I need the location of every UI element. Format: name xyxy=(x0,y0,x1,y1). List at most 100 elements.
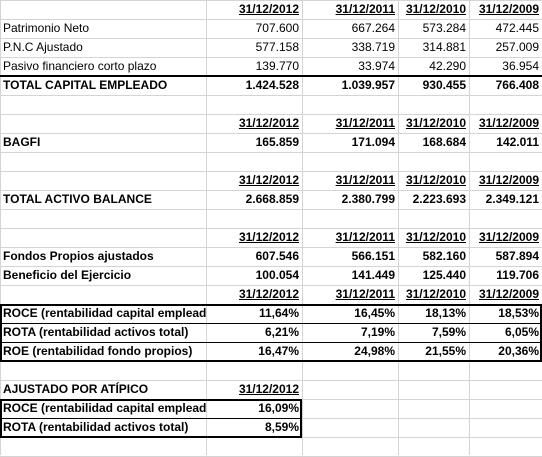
grid-row-line xyxy=(0,19,542,20)
row-value[interactable]: 171.094 xyxy=(351,135,395,149)
column-header-year[interactable]: 31/12/2009 xyxy=(478,116,539,130)
row-value[interactable]: 2.380.799 xyxy=(341,192,395,206)
row-value[interactable]: 667.264 xyxy=(351,21,395,35)
row-value[interactable]: 607.546 xyxy=(255,249,299,263)
column-header-year[interactable]: 31/12/2012 xyxy=(238,173,299,187)
grid-row-line xyxy=(0,209,542,210)
row-label[interactable]: Pasivo financiero corto plazo xyxy=(3,59,157,73)
column-header-year[interactable]: 31/12/2009 xyxy=(478,287,539,301)
row-value[interactable]: 18,13% xyxy=(425,306,466,320)
row-label[interactable]: TOTAL CAPITAL EMPLEADO xyxy=(3,78,168,92)
row-value[interactable]: 8,59% xyxy=(264,420,299,434)
row-value[interactable]: 165.859 xyxy=(255,135,299,149)
row-value[interactable]: 33.974 xyxy=(358,59,395,73)
column-header-year[interactable]: 31/12/2010 xyxy=(405,2,466,16)
column-header-year[interactable]: 31/12/2009 xyxy=(478,173,539,187)
grid-row-line xyxy=(0,266,542,267)
row-value[interactable]: 100.054 xyxy=(255,268,299,282)
row-label[interactable]: ROTA (rentabilidad activos total) xyxy=(3,325,189,339)
row-value[interactable]: 1.039.957 xyxy=(341,78,395,92)
row-value[interactable]: 7,59% xyxy=(431,325,466,339)
row-value[interactable]: 18,53% xyxy=(498,306,539,320)
row-value[interactable]: 587.894 xyxy=(495,249,539,263)
row-label[interactable]: ROCE (rentabilidad capital empleado) xyxy=(3,401,206,415)
row-value[interactable]: 930.455 xyxy=(422,78,466,92)
row-label[interactable]: ROCE (rentabilidad capital empleado) xyxy=(3,306,206,320)
row-value[interactable]: 2.223.693 xyxy=(412,192,466,206)
row-label[interactable]: Beneficio del Ejercicio xyxy=(3,268,132,282)
row-value[interactable]: 16,45% xyxy=(354,306,395,320)
border-line xyxy=(0,418,302,419)
grid-row-line xyxy=(0,114,542,115)
column-header-year[interactable]: 31/12/2010 xyxy=(405,173,466,187)
grid-row-line xyxy=(0,57,542,58)
row-value[interactable]: 1.424.528 xyxy=(245,78,299,92)
grid-row-line xyxy=(0,247,542,248)
row-value[interactable]: 11,64% xyxy=(258,306,299,320)
column-header-year[interactable]: 31/12/2012 xyxy=(238,287,299,301)
row-value[interactable]: 16,09% xyxy=(258,401,299,415)
row-value[interactable]: 766.408 xyxy=(495,78,539,92)
row-label[interactable]: Fondos Propios ajustados xyxy=(3,249,154,263)
row-value[interactable]: 257.009 xyxy=(495,40,539,54)
row-value[interactable]: 338.719 xyxy=(351,40,395,54)
grid-row-line xyxy=(0,380,542,381)
column-header-year[interactable]: 31/12/2012 xyxy=(238,230,299,244)
column-header-year[interactable]: 31/12/2011 xyxy=(335,287,395,301)
row-value[interactable]: 6,21% xyxy=(264,325,299,339)
grid-row-line xyxy=(0,133,542,134)
grid-column-line xyxy=(0,0,1,455)
column-header-year[interactable]: 31/12/2011 xyxy=(335,2,395,16)
column-header-year[interactable]: 31/12/2012 xyxy=(238,382,299,396)
column-header-year[interactable]: 31/12/2011 xyxy=(335,230,395,244)
column-header-year[interactable]: 31/12/2010 xyxy=(405,116,466,130)
column-header-year[interactable]: 31/12/2011 xyxy=(335,116,395,130)
row-value[interactable]: 142.011 xyxy=(496,135,539,149)
column-header-year[interactable]: 31/12/2010 xyxy=(405,230,466,244)
grid-column-line xyxy=(206,0,207,455)
row-value[interactable]: 573.284 xyxy=(422,21,466,35)
row-value[interactable]: 21,55% xyxy=(425,344,466,358)
row-value[interactable]: 566.151 xyxy=(351,249,395,263)
row-value[interactable]: 7,19% xyxy=(360,325,395,339)
row-value[interactable]: 139.770 xyxy=(255,59,299,73)
row-value[interactable]: 141.449 xyxy=(351,268,395,282)
row-value[interactable]: 6,05% xyxy=(504,325,539,339)
row-value[interactable]: 577.158 xyxy=(255,40,299,54)
grid-column-line xyxy=(302,0,303,455)
column-header-year[interactable]: 31/12/2010 xyxy=(405,287,466,301)
column-header-year[interactable]: 31/12/2012 xyxy=(238,2,299,16)
column-header-year[interactable]: 31/12/2011 xyxy=(335,173,395,187)
row-value[interactable]: 2.349.121 xyxy=(485,192,539,206)
grid-row-line xyxy=(0,285,542,286)
row-label[interactable]: ROTA (rentabilidad activos total) xyxy=(3,420,189,434)
row-value[interactable]: 24,98% xyxy=(354,344,395,358)
grid-row-line xyxy=(0,38,542,39)
border-line xyxy=(0,75,542,77)
column-header-year[interactable]: 31/12/2009 xyxy=(478,230,539,244)
row-value[interactable]: 707.600 xyxy=(255,21,299,35)
row-value[interactable]: 119.706 xyxy=(496,268,539,282)
grid-row-line xyxy=(0,228,542,229)
row-value[interactable]: 2.668.859 xyxy=(245,192,299,206)
row-value[interactable]: 472.445 xyxy=(495,21,539,35)
row-value[interactable]: 168.684 xyxy=(422,135,466,149)
row-value[interactable]: 16,47% xyxy=(258,344,299,358)
grid-row-line xyxy=(0,95,542,96)
adjusted-section-title[interactable]: AJUSTADO POR ATÍPICO xyxy=(3,382,149,396)
row-value[interactable]: 20,36% xyxy=(498,344,539,358)
column-header-year[interactable]: 31/12/2009 xyxy=(478,2,539,16)
column-header-year[interactable]: 31/12/2012 xyxy=(238,116,299,130)
row-label[interactable]: BAGFI xyxy=(3,135,41,149)
grid-row-line xyxy=(0,361,542,362)
row-label[interactable]: P.N.C Ajustado xyxy=(3,40,83,54)
row-value[interactable]: 36.954 xyxy=(502,59,539,73)
row-value[interactable]: 314.881 xyxy=(422,40,466,54)
row-label[interactable]: ROE (rentabilidad fondo propios) xyxy=(3,344,193,358)
row-value[interactable]: 42.290 xyxy=(429,59,466,73)
grid-row-line xyxy=(0,190,542,191)
row-label[interactable]: Patrimonio Neto xyxy=(3,21,90,35)
row-value[interactable]: 582.160 xyxy=(422,249,466,263)
row-value[interactable]: 125.440 xyxy=(422,268,466,282)
row-label[interactable]: TOTAL ACTIVO BALANCE xyxy=(3,192,152,206)
